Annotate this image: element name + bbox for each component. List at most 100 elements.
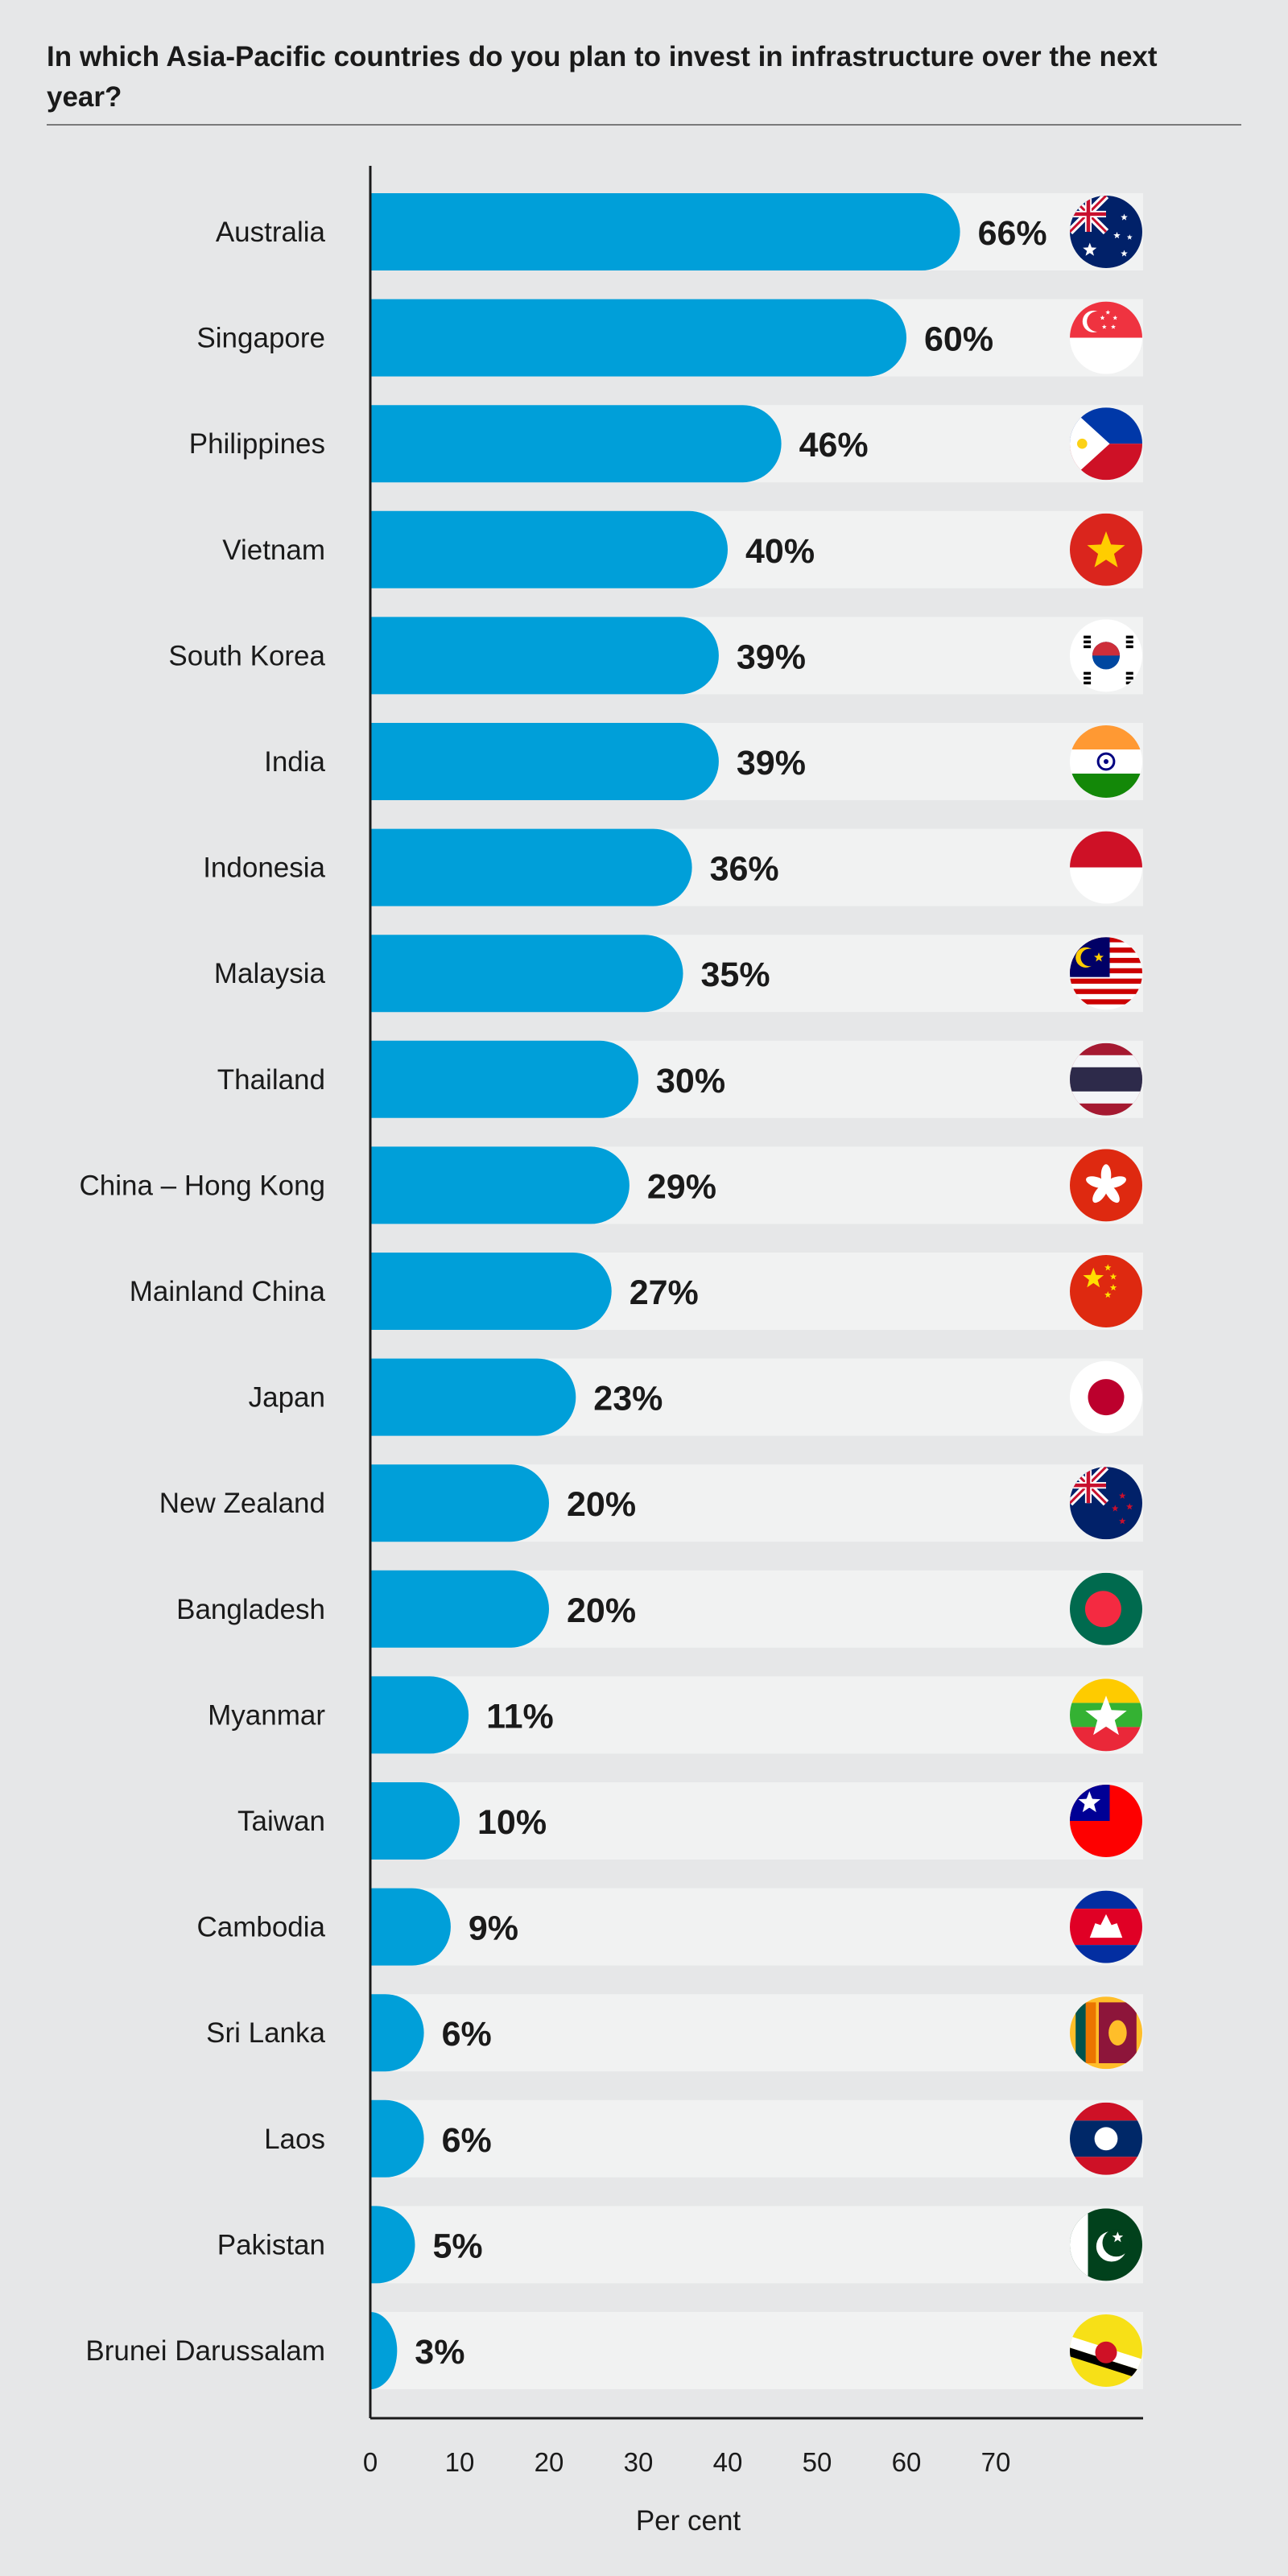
thailand-flag-icon: [1070, 1042, 1142, 1116]
category-label: Indonesia: [203, 852, 325, 884]
category-label: Malaysia: [214, 958, 326, 989]
bar-mainland-china: [370, 1253, 612, 1330]
bar-track: [370, 2099, 1143, 2178]
value-label: 35%: [701, 956, 770, 994]
category-label: Cambodia: [196, 1912, 325, 1943]
category-label: New Zealand: [159, 1488, 325, 1519]
value-label: 20%: [567, 1591, 636, 1630]
value-label: 39%: [737, 744, 806, 782]
bar-vietnam: [370, 510, 728, 588]
category-label: Brunei Darussalam: [85, 2335, 325, 2367]
x-tick-label: 70: [981, 2447, 1011, 2477]
category-label: Vietnam: [222, 535, 325, 566]
x-tick-label: 40: [713, 2447, 743, 2477]
category-label: South Korea: [168, 640, 325, 671]
bar-pakistan: [370, 2206, 415, 2284]
bar-china-hong-kong: [370, 1146, 630, 1224]
indonesia-flag-icon: [1070, 831, 1142, 904]
bar-singapore: [370, 299, 906, 377]
india-flag-icon: [1070, 725, 1142, 798]
value-label: 23%: [593, 1380, 663, 1418]
category-label: Japan: [249, 1382, 325, 1414]
value-label: 39%: [737, 638, 806, 676]
hong-kong-flag-icon: [1070, 1149, 1142, 1222]
value-label: 20%: [567, 1485, 636, 1524]
new-zealand-flag-icon: [1070, 1467, 1142, 1540]
bar-cambodia: [370, 1888, 451, 1966]
south-korea-flag-icon: [1070, 619, 1142, 692]
category-label: Singapore: [196, 323, 325, 354]
value-label: 5%: [433, 2227, 483, 2265]
bar-malaysia: [370, 935, 683, 1013]
category-label: Philippines: [189, 428, 325, 460]
category-label: Myanmar: [208, 1699, 325, 1731]
x-tick-label: 20: [535, 2447, 564, 2477]
value-label: 11%: [486, 1697, 554, 1736]
bar-sri-lanka: [370, 1994, 424, 2072]
bar-philippines: [370, 405, 782, 483]
china-flag-icon: [1070, 1255, 1142, 1327]
bangladesh-flag-icon: [1070, 1572, 1142, 1645]
malaysia-flag-icon: [1070, 937, 1142, 1010]
brunei-flag-icon: [1070, 2314, 1142, 2387]
bar-japan: [370, 1358, 576, 1436]
bar-track: [370, 1676, 1143, 1754]
singapore-flag-icon: [1070, 301, 1142, 374]
cambodia-flag-icon: [1070, 1890, 1142, 1963]
category-label: Sri Lanka: [206, 2017, 325, 2049]
value-label: 46%: [799, 426, 869, 464]
australia-flag-icon: [1070, 196, 1142, 268]
title-divider: [47, 124, 1241, 126]
chart-title: In which Asia-Pacific countries do you p…: [47, 41, 1158, 113]
value-label: 10%: [477, 1803, 547, 1842]
category-label: China – Hong Kong: [80, 1170, 326, 1201]
x-tick-label: 50: [803, 2447, 832, 2477]
bar-track: [370, 1888, 1143, 1966]
laos-flag-icon: [1070, 2102, 1142, 2175]
bar-laos: [370, 2099, 424, 2178]
category-label: Bangladesh: [176, 1594, 325, 1625]
pakistan-flag-icon: [1070, 2208, 1142, 2281]
category-label: Laos: [264, 2124, 325, 2155]
category-label: Thailand: [217, 1064, 325, 1096]
bar-australia: [370, 193, 960, 270]
x-tick-label: 10: [445, 2447, 475, 2477]
x-axis-title: Per cent: [636, 2505, 741, 2537]
bar-track: [370, 1782, 1143, 1860]
x-tick-label: 0: [363, 2447, 378, 2477]
bar-india: [370, 723, 719, 800]
taiwan-flag-icon: [1070, 1785, 1142, 1857]
bar-myanmar: [370, 1676, 469, 1754]
bar-thailand: [370, 1040, 638, 1118]
value-label: 30%: [656, 1062, 725, 1100]
value-label: 3%: [415, 2333, 464, 2372]
bar-track: [370, 2206, 1143, 2284]
bar-track: [370, 2312, 1143, 2389]
vietnam-flag-icon: [1070, 513, 1142, 586]
japan-flag-icon: [1070, 1360, 1142, 1434]
category-label: India: [264, 746, 325, 778]
bar-track: [370, 1994, 1143, 2072]
bar-bangladesh: [370, 1570, 549, 1648]
bar-brunei-darussalam: [370, 2312, 398, 2389]
category-label: Taiwan: [237, 1806, 325, 1837]
x-tick-label: 30: [624, 2447, 654, 2477]
value-label: 27%: [630, 1274, 699, 1312]
x-tick-label: 60: [892, 2447, 922, 2477]
value-label: 66%: [978, 214, 1047, 253]
philippines-flag-icon: [1070, 407, 1142, 481]
category-label: Australia: [216, 217, 326, 248]
bar-taiwan: [370, 1782, 460, 1860]
bar-south-korea: [370, 617, 719, 695]
value-label: 60%: [924, 320, 993, 359]
category-label: Mainland China: [130, 1276, 326, 1307]
value-label: 29%: [647, 1167, 716, 1206]
myanmar-flag-icon: [1070, 1678, 1142, 1752]
value-label: 6%: [442, 2015, 492, 2054]
bar-indonesia: [370, 828, 692, 906]
value-label: 36%: [710, 850, 779, 889]
sri-lanka-flag-icon: [1070, 1996, 1142, 2070]
value-label: 9%: [469, 1909, 518, 1948]
value-label: 40%: [745, 532, 815, 571]
